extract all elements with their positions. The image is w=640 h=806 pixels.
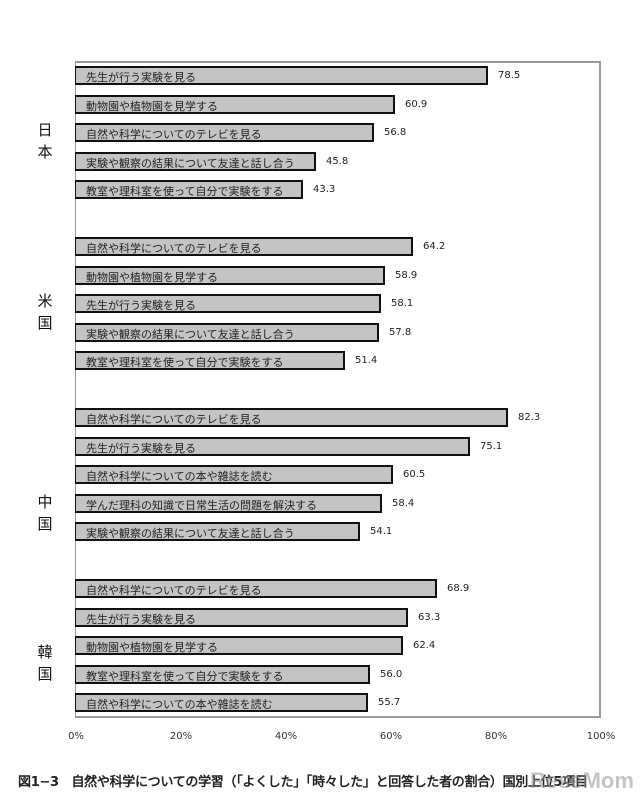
bar-label: 教室や理科室を使って自分で実験をする (86, 185, 284, 198)
x-tick: 80% (484, 731, 508, 742)
country-label-usa: 米 国 (36, 290, 54, 334)
country-char: 中 (37, 493, 53, 511)
bar: 実験や観察の結果について友達と話し合う (75, 323, 379, 342)
country-char: 本 (37, 143, 53, 161)
bar-label: 先生が行う実験を見る (86, 299, 196, 312)
country-char: 国 (37, 515, 53, 533)
bar: 動物園や植物園を見学する (75, 266, 385, 285)
country-label-china: 中 国 (36, 491, 54, 535)
country-char: 日 (37, 121, 53, 139)
value-label: 62.4 (413, 640, 436, 651)
bar: 動物園や植物園を見学する (75, 95, 395, 114)
bar-label: 自然や科学についてのテレビを見る (86, 242, 262, 255)
value-label: 60.5 (403, 469, 426, 480)
value-label: 57.8 (389, 327, 412, 338)
bar: 動物園や植物園を見学する (75, 636, 403, 655)
value-label: 63.3 (418, 612, 441, 623)
value-label: 56.8 (384, 127, 407, 138)
bar-label: 動物園や植物園を見学する (86, 271, 218, 284)
value-label: 58.1 (391, 298, 414, 309)
value-label: 43.3 (313, 184, 336, 195)
bar: 教室や理科室を使って自分で実験をする (75, 665, 370, 684)
bar: 自然や科学についてのテレビを見る (75, 123, 374, 142)
bar: 教室や理科室を使って自分で実験をする (75, 351, 345, 370)
bar-label: 自然や科学についての本や雑誌を読む (86, 470, 273, 483)
value-label: 45.8 (326, 156, 349, 167)
value-label: 78.5 (498, 70, 521, 81)
bar-label: 実験や観察の結果について友達と話し合う (86, 157, 295, 170)
bar: 教室や理科室を使って自分で実験をする (75, 180, 303, 199)
value-label: 56.0 (380, 669, 403, 680)
bar-label: 自然や科学についての本や雑誌を読む (86, 698, 273, 711)
x-tick: 20% (169, 731, 193, 742)
country-char: 韓 (37, 643, 53, 661)
value-label: 55.7 (378, 697, 401, 708)
bar-label: 先生が行う実験を見る (86, 442, 196, 455)
bar: 学んだ理科の知識で日常生活の問題を解決する (75, 494, 382, 513)
value-label: 58.9 (395, 270, 418, 281)
bar: 先生が行う実験を見る (75, 437, 470, 456)
bar: 実験や観察の結果について友達と話し合う (75, 152, 316, 171)
country-label-japan: 日 本 (36, 119, 54, 163)
bar: 実験や観察の結果について友達と話し合う (75, 522, 360, 541)
bar: 自然や科学についての本や雑誌を読む (75, 465, 393, 484)
x-tick: 0% (68, 731, 84, 742)
country-char: 国 (37, 665, 53, 683)
bar: 先生が行う実験を見る (75, 608, 408, 627)
bar-label: 実験や観察の結果について友達と話し合う (86, 328, 295, 341)
bar-label: 自然や科学についてのテレビを見る (86, 128, 262, 141)
bar-label: 動物園や植物園を見学する (86, 100, 218, 113)
bar-label: 動物園や植物園を見学する (86, 641, 218, 654)
bar-label: 教室や理科室を使って自分で実験をする (86, 670, 284, 683)
bar-label: 学んだ理科の知識で日常生活の問題を解決する (86, 499, 317, 512)
bar: 自然や科学についてのテレビを見る (75, 579, 437, 598)
value-label: 64.2 (423, 241, 446, 252)
bar: 自然や科学についてのテレビを見る (75, 237, 413, 256)
value-label: 51.4 (355, 355, 378, 366)
watermark-logo: ReseMom (530, 768, 634, 793)
x-tick: 60% (379, 731, 403, 742)
x-tick: 100% (586, 731, 616, 742)
value-label: 75.1 (480, 441, 503, 452)
bar: 先生が行う実験を見る (75, 66, 488, 85)
bar-label: 実験や観察の結果について友達と話し合う (86, 527, 295, 540)
bar: 自然や科学についての本や雑誌を読む (75, 693, 368, 712)
bar-label: 自然や科学についてのテレビを見る (86, 413, 262, 426)
value-label: 68.9 (447, 583, 470, 594)
bar: 自然や科学についてのテレビを見る (75, 408, 508, 427)
plot-frame (75, 61, 601, 718)
value-label: 54.1 (370, 526, 393, 537)
value-label: 60.9 (405, 99, 428, 110)
bar-label: 教室や理科室を使って自分で実験をする (86, 356, 284, 369)
country-char: 米 (37, 292, 53, 310)
value-label: 82.3 (518, 412, 541, 423)
value-label: 58.4 (392, 498, 415, 509)
bar: 先生が行う実験を見る (75, 294, 381, 313)
x-tick: 40% (274, 731, 298, 742)
country-label-korea: 韓 国 (36, 641, 54, 685)
bar-label: 先生が行う実験を見る (86, 71, 196, 84)
figure-caption: 図1−3 自然や科学についての学習（「よくした」「時々した」と回答した者の割合）… (18, 775, 588, 790)
bar-label: 先生が行う実験を見る (86, 613, 196, 626)
bar-label: 自然や科学についてのテレビを見る (86, 584, 262, 597)
country-char: 国 (37, 314, 53, 332)
